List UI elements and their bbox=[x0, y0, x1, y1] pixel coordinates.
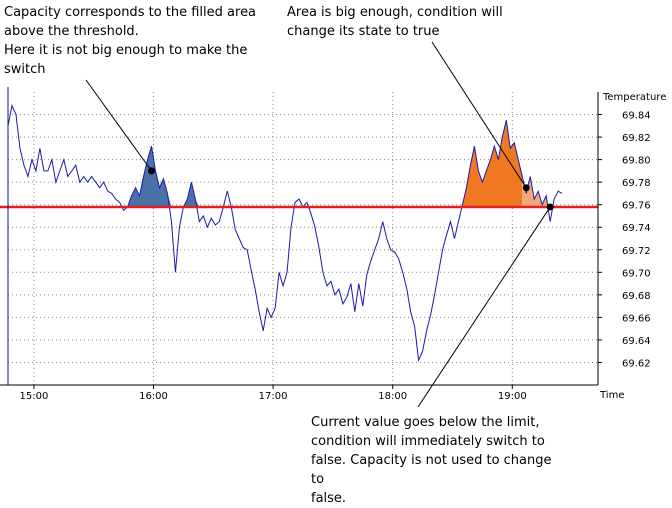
x-tick-label: 15:00 bbox=[19, 391, 48, 402]
current-value-pointer bbox=[417, 206, 551, 408]
area-note: Area is big enough, condition will chang… bbox=[287, 3, 527, 41]
y-tick-label: 69.76 bbox=[622, 201, 651, 212]
temperature-chart: 15:00 16:00 17:00 18:00 19:00 69.8469.8269.8… bbox=[0, 41, 666, 408]
y-tick-label: 69.70 bbox=[622, 268, 651, 279]
capacity-note-line: switch bbox=[4, 62, 46, 77]
y-tick-label: 69.78 bbox=[622, 178, 651, 189]
annotation-pointers bbox=[85, 41, 551, 408]
capacity-note: Capacity corresponds to the filled area … bbox=[4, 3, 274, 79]
y-tick-label: 69.66 bbox=[622, 313, 651, 324]
capacity-area-orange bbox=[460, 120, 523, 207]
y-tick-labels: 69.84 69.82 69.80 69.78 69.76 69.74 69.72 69.70… bbox=[598, 111, 651, 369]
y-tick-label: 69.80 bbox=[622, 156, 651, 167]
annotation-marker bbox=[546, 203, 554, 211]
axes bbox=[0, 87, 599, 386]
x-tick-label: 18:00 bbox=[378, 391, 407, 402]
current-value-note-line: Current value goes below the limit, bbox=[311, 415, 540, 430]
y-axis-title: Temperature bbox=[602, 92, 666, 103]
x-axis-title: Time bbox=[599, 390, 624, 401]
area-note-line: Area is big enough, condition will bbox=[287, 5, 503, 20]
annotation-marker bbox=[522, 184, 530, 192]
y-tick-label: 69.64 bbox=[622, 336, 651, 347]
current-value-note-line: false. Capacity is not used to change to bbox=[311, 453, 552, 487]
y-tick-label: 69.68 bbox=[622, 291, 651, 302]
current-value-note-line: condition will immediately switch to bbox=[311, 434, 545, 449]
y-tick-label: 69.72 bbox=[622, 246, 651, 257]
temperature-series-line bbox=[7, 103, 563, 363]
annotation-markers bbox=[148, 167, 554, 211]
x-tick-label: 19:00 bbox=[498, 391, 527, 402]
y-tick-label: 69.74 bbox=[622, 223, 651, 234]
grid-lines bbox=[8, 92, 598, 385]
area-note-line: change its state to true bbox=[287, 24, 440, 39]
y-tick-label: 69.84 bbox=[622, 111, 651, 122]
capacity-area-blue bbox=[125, 146, 204, 207]
capacity-note-line: Capacity corresponds to the filled area bbox=[4, 5, 257, 20]
x-tick-label: 16:00 bbox=[139, 391, 168, 402]
y-tick-label: 69.62 bbox=[622, 358, 651, 369]
area-pointer bbox=[431, 41, 527, 189]
y-tick-label: 69.82 bbox=[622, 133, 651, 144]
x-tick-label: 17:00 bbox=[259, 391, 288, 402]
x-tick-labels: 15:00 16:00 17:00 18:00 19:00 bbox=[19, 385, 527, 402]
current-value-note: Current value goes below the limit, cond… bbox=[311, 413, 561, 508]
capacity-note-line: above the threshold. bbox=[4, 24, 139, 39]
capacity-note-line: Here it is not big enough to make the bbox=[4, 43, 248, 58]
capacity-pointer bbox=[85, 79, 152, 172]
annotation-marker bbox=[148, 167, 156, 175]
